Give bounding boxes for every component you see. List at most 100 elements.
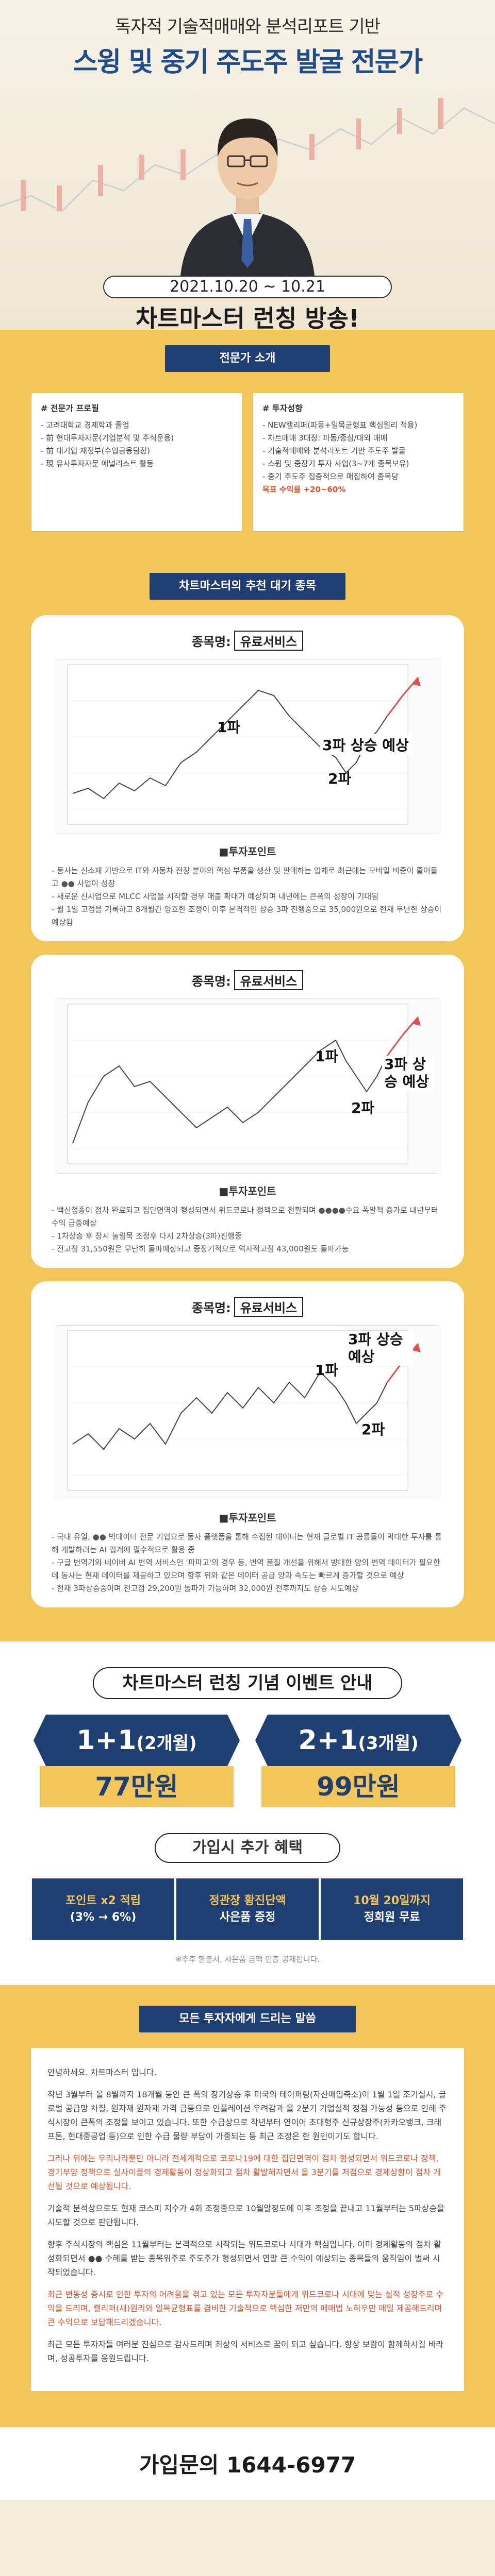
benefit-note: ※추후 환불시, 사은품 금액 인출 공제됩니다. xyxy=(175,1955,320,1964)
profile-style-column: # 투자성향 - NEW캘리퍼(파동+일목균형표 핵심원리 적용) - 차트매매… xyxy=(253,393,464,532)
offer-plan: 2+1(3개월) xyxy=(255,1715,461,1766)
broadcast-date-range: 2021.10.20 ~ 10.21 xyxy=(103,276,392,298)
offer-plan-period: (2개월) xyxy=(136,1733,197,1754)
benefit-line2: (3% → 6%) xyxy=(70,1911,137,1924)
profile-career-item: - 前 현대투자자문(기업분석 및 주식운용) xyxy=(41,433,174,443)
investment-point: - 동사는 신소재 기반으로 IT와 자동차 전장 분야의 핵심 부품을 생산 … xyxy=(52,866,438,888)
benefit-line1: 포인트 x2 적립 xyxy=(65,1894,141,1907)
wave-label-2: 2파 xyxy=(328,770,352,787)
profile-box: # 전문가 프로필 - 고려대학교 경제학과 졸업 - 前 현대투자자문(기업분… xyxy=(31,393,464,532)
investment-point-list: - 백신접종이 점차 완료되고 집단면역이 형성되면서 위드코로나 정책으로 전… xyxy=(52,1204,443,1256)
offer-plan-name: 1+1 xyxy=(76,1725,137,1756)
expert-profile-section: 전문가 소개 # 전문가 프로필 - 고려대학교 경제학과 졸업 - 前 현대투… xyxy=(0,330,495,557)
stock-card: 종목명: 유료서비스 1파 2파 3파 상승 예상 ■투자포인트 - 동사는 신소… xyxy=(31,615,464,941)
profile-career-column: # 전문가 프로필 - 고려대학교 경제학과 졸업 - 前 현대투자자문(기업분… xyxy=(31,393,242,532)
contact-phone[interactable]: 가입문의 1644-6977 xyxy=(139,2452,356,2478)
stock-card: 종목명: 유료서비스 1파 2파 3파 상승 예상 ■투자포인트 - 백신접종이 … xyxy=(31,955,464,1268)
profile-career-title: # 전문가 프로필 xyxy=(41,403,99,413)
hero-headline-2: 스윙 및 중기 주도주 발굴 전문가 xyxy=(73,47,423,78)
profile-career-item: - 前 대기업 재정부(수입금융팀장) xyxy=(41,446,151,455)
investment-point: - 새로운 신사업으로 MLCC 사업을 시작할 경우 매출 확대가 예상되며 … xyxy=(52,892,379,901)
profile-style-item: - 차트매매 3대장: 파동/종심/대외 매매 xyxy=(262,433,388,443)
investment-point: - 월 1일 고점을 기록하고 8개월간 양호한 조정이 이후 본격적인 상승 … xyxy=(52,905,442,927)
event-section: 차트마스터 런칭 기념 이벤트 안내 1+1(2개월) 77만원 2+1(3개월… xyxy=(0,1641,495,1985)
profile-style-title: # 투자성향 xyxy=(262,403,303,413)
recommend-section-label: 차트마스터의 추천 대기 종목 xyxy=(150,573,345,600)
investment-point: - 국내 유일, ●● 빅데이터 전문 기업으로 동사 플랫폼을 통해 수집된 … xyxy=(52,1532,442,1554)
wave-label-1: 1파 xyxy=(217,719,241,736)
price-offer-card[interactable]: 1+1(2개월) 77만원 xyxy=(34,1715,240,1807)
stock-name-prefix: 종목명: xyxy=(191,974,231,989)
stock-name-prefix: 종목명: xyxy=(191,635,231,649)
offer-plan: 1+1(2개월) xyxy=(34,1715,240,1766)
offer-price: 77만원 xyxy=(40,1766,234,1807)
message-section-label: 모든 투자자에게 드리는 말씀 xyxy=(139,2006,356,2032)
investment-point-title: ■투자포인트 xyxy=(219,1512,276,1524)
investment-point-list: - 국내 유일, ●● 빅데이터 전문 기업으로 동사 플랫폼을 통해 수집된 … xyxy=(52,1531,443,1595)
wave-label-3: 3파 상승 예상 xyxy=(320,734,411,755)
investment-point: - 전고점 31,550원은 무난히 돌파예상되고 중장기적으로 역사적고점 4… xyxy=(52,1244,349,1253)
stock-chart: 1파 2파 3파 상승 예상 xyxy=(57,998,438,1174)
stock-name-value: 유료서비스 xyxy=(234,1297,304,1317)
investment-point: - 현재 3파상승중이며 전고점 29,200원 돌파가 가능하며 32,000… xyxy=(52,1584,359,1593)
stock-card-tag: 종목명: 유료서비스 xyxy=(52,970,443,990)
stock-name-value: 유료서비스 xyxy=(234,631,304,651)
recommended-stocks-section: 차트마스터의 추천 대기 종목 종목명: 유료서비스 1파 2파 3파 상승 예상… xyxy=(0,557,495,1641)
benefit-line2: 사은품 증정 xyxy=(219,1911,276,1924)
message-paragraph: 작년 3월부터 올 8월까지 18개월 동안 큰 폭의 장기상승 후 미국의 테… xyxy=(47,2090,447,2141)
profile-style-item: - 기술적매매와 분석리포트 기반 주도주 발굴 xyxy=(262,446,406,455)
investment-point-title: ■투자포인트 xyxy=(219,845,276,858)
profile-style-item: - 중기 주도주 집중적으로 매집하여 종목당 xyxy=(262,472,399,481)
message-section: 모든 투자자에게 드리는 말씀 안녕하세요. 차트마스터 입니다. 작년 3월부… xyxy=(0,1985,495,2427)
stock-name-prefix: 종목명: xyxy=(191,1301,231,1315)
benefit-item: 포인트 x2 적립 (3% → 6%) xyxy=(32,1878,174,1940)
benefit-line2: 정회원 무료 xyxy=(364,1911,420,1924)
wave-label-3: 3파 상승 예상 xyxy=(382,1056,434,1091)
event-title: 차트마스터 런칭 기념 이벤트 안내 xyxy=(93,1667,402,1699)
message-box: 안녕하세요. 차트마스터 입니다. 작년 3월부터 올 8월까지 18개월 동안… xyxy=(31,2048,464,2391)
message-paragraph: 최근 변동성 증시로 인한 투자의 어려움을 겪고 있는 모든 투자자분들에게 … xyxy=(47,2290,444,2327)
profile-style-item: - 스윙 및 중장기 투자 사업(3~7개 종목보유) xyxy=(262,459,409,468)
offer-plan-period: (3개월) xyxy=(358,1733,419,1754)
offer-plan-name: 2+1 xyxy=(298,1725,358,1756)
benefit-line1: 정관장 황진단액 xyxy=(209,1894,286,1907)
message-paragraph: 기술적 분석상으로도 현재 코스피 지수가 4회 조정중으로 10월말정도에 이… xyxy=(47,2204,444,2227)
stock-name-value: 유료서비스 xyxy=(234,970,304,990)
wave-label-3: 3파 상승 예상 xyxy=(346,1331,413,1366)
contact-banner[interactable]: 가입문의 1644-6977 xyxy=(0,2427,495,2500)
benefit-line1: 10월 20일까지 xyxy=(353,1894,431,1907)
stock-card-tag: 종목명: 유료서비스 xyxy=(52,631,443,651)
expert-portrait xyxy=(180,118,315,276)
investment-point: - 백신접종이 점차 완료되고 집단면역이 형성되면서 위드코로나 정책으로 전… xyxy=(52,1206,438,1228)
investment-point-list: - 동사는 신소재 기반으로 IT와 자동차 전장 분야의 핵심 부품을 생산 … xyxy=(52,865,443,929)
message-paragraph: 향후 주식시장의 핵심은 11월부터는 본격적으로 시작되는 위드코로나 시대가… xyxy=(47,2240,441,2277)
profile-career-item: - 現 유사투자자문 애널리스트 활동 xyxy=(41,459,154,468)
benefit-title: 가입시 추가 혜택 xyxy=(155,1833,340,1863)
profile-career-item: - 고려대학교 경제학과 졸업 xyxy=(41,420,129,430)
message-paragraph: 그러나 위에는 우리나라뿐만 아니라 전세계적으로 코로나19에 대한 집단면역… xyxy=(47,2154,441,2191)
investment-point: - 구글 번역기와 네이버 AI 번역 서비스인 '파파고'의 경우 등, 번역… xyxy=(52,1558,440,1580)
hero-banner: 독자적 기술적매매와 분석리포트 기반 스윙 및 중기 주도주 발굴 전문가 2… xyxy=(0,0,495,330)
hero-headline-1: 독자적 기술적매매와 분석리포트 기반 xyxy=(115,16,381,37)
wave-label-2: 2파 xyxy=(351,1099,375,1116)
stock-chart-svg xyxy=(67,1004,421,1164)
stock-chart: 1파 2파 3파 상승 예상 xyxy=(57,1325,438,1500)
wave-label-1: 1파 xyxy=(315,1048,339,1065)
profile-style-item: - NEW캘리퍼(파동+일목균형표 핵심원리 적용) xyxy=(262,420,418,430)
stock-card: 종목명: 유료서비스 1파 2파 3파 상승 예상 ■투자포인트 - 국내 유일,… xyxy=(31,1281,464,1607)
stock-chart: 1파 2파 3파 상승 예상 xyxy=(57,659,438,834)
price-offer-card[interactable]: 2+1(3개월) 99만원 xyxy=(255,1715,461,1807)
message-paragraph: 안녕하세요. 차트마스터 입니다. xyxy=(47,2067,157,2077)
hero-subtitle: 차트마스터 런칭 방송! xyxy=(136,304,359,330)
investment-point-title: ■투자포인트 xyxy=(219,1185,276,1197)
price-offers: 1+1(2개월) 77만원 2+1(3개월) 99만원 xyxy=(31,1715,464,1807)
profile-target-return: 목표 수익률 +20~60% xyxy=(262,485,346,494)
wave-label-1: 1파 xyxy=(315,1362,339,1379)
investment-point: - 1차상승 후 장시 눌림목 조정후 다시 2차상승(3파)진행중 xyxy=(52,1231,242,1241)
profile-section-label: 전문가 소개 xyxy=(165,345,330,372)
message-paragraph: 최근 모든 투자자들 여러분 진심으로 감사드리며 최상의 서비스로 꿈이 되고… xyxy=(47,2340,444,2363)
offer-price: 99만원 xyxy=(261,1766,455,1807)
